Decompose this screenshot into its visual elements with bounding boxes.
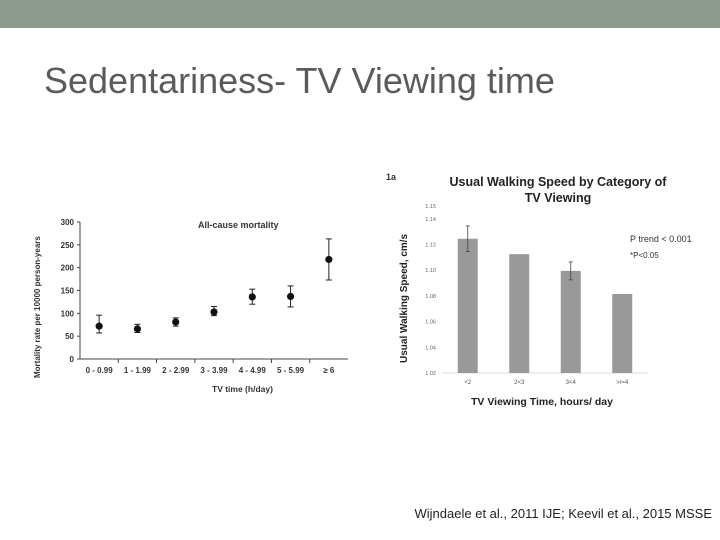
slide-title: Sedentariness- TV Viewing time xyxy=(44,60,555,101)
chart1-y-tick-label: 250 xyxy=(61,241,75,250)
chart1-y-tick-label: 100 xyxy=(61,309,75,318)
chart2-panel-label: 1a xyxy=(386,172,397,182)
chart1-point xyxy=(325,255,333,264)
chart1-x-tick-label: 1 - 1.99 xyxy=(124,366,152,375)
chart1-point xyxy=(248,293,256,301)
chart1-point xyxy=(210,308,218,316)
chart2-annotation-trend: P trend < 0.001 xyxy=(630,234,692,244)
chart1-y-tick-label: 300 xyxy=(61,218,75,227)
chart1-x-tick-label: 2 - 2.99 xyxy=(162,366,190,375)
chart2-bar xyxy=(457,238,478,373)
chart1-x-tick-label: 4 - 4.99 xyxy=(239,366,267,375)
chart2-y-tick-label: 1.15 xyxy=(425,204,436,210)
chart1-x-tick-label: ≥ 6 xyxy=(323,366,335,375)
chart2-y-tick-label: 1.08 xyxy=(425,294,436,300)
chart2-annotation-sig: *P<0.05 xyxy=(630,251,659,260)
chart2-bar xyxy=(612,293,633,373)
chart1-ylabel: Mortality rate per 10000 person-years xyxy=(33,236,42,378)
chart2-bar xyxy=(509,254,530,373)
chart1-y-tick-label: 150 xyxy=(61,287,75,296)
walking-speed-chart: 1a Usual Walking Speed by Category of TV… xyxy=(386,172,692,408)
chart2-x-tick-label: 3<4 xyxy=(566,380,577,386)
chart2-ylabel: Usual Walking Speed, cm/s xyxy=(399,233,410,363)
chart1-point xyxy=(286,292,295,301)
chart1-title: All-cause mortality xyxy=(198,220,279,230)
chart1-x-tick-label: 3 - 3.99 xyxy=(200,366,228,375)
chart2-y-tick-label: 1.04 xyxy=(425,345,436,351)
chart2-y-tick-label: 1.06 xyxy=(425,320,436,326)
chart1-y-tick-label: 50 xyxy=(65,332,74,341)
chart1-point xyxy=(172,318,180,326)
chart1-x-tick-label: 0 - 0.99 xyxy=(86,366,114,375)
chart1-point xyxy=(95,322,103,330)
chart2-y-tick-label: 1.14 xyxy=(425,217,436,223)
chart1-x-tick-label: 5 - 5.99 xyxy=(277,366,305,375)
chart1-xlabel: TV time (h/day) xyxy=(212,384,273,394)
top-accent-bar xyxy=(0,0,720,28)
chart2-y-tick-label: 1.12 xyxy=(425,243,436,249)
chart2-title-line2: TV Viewing xyxy=(525,191,591,205)
mortality-chart: All-cause mortality Mortality rate per 1… xyxy=(33,218,348,394)
chart2-y-tick-label: 1.02 xyxy=(425,371,436,377)
chart2-title-line1: Usual Walking Speed by Category of xyxy=(450,175,668,189)
chart2-x-tick-label: >/=4 xyxy=(616,380,629,386)
chart2-x-tick-label: <2 xyxy=(464,380,472,386)
chart2-y-tick-label: 1.10 xyxy=(425,268,436,274)
chart1-point xyxy=(133,325,142,333)
citation: Wijndaele et al., 2011 IJE; Keevil et al… xyxy=(414,506,712,521)
chart1-y-tick-label: 0 xyxy=(70,355,75,364)
chart2-bar xyxy=(560,270,581,373)
chart1-y-tick-label: 200 xyxy=(61,264,75,273)
chart2-xlabel: TV Viewing Time, hours/ day xyxy=(471,396,613,408)
chart2-x-tick-label: 2<3 xyxy=(514,380,525,386)
